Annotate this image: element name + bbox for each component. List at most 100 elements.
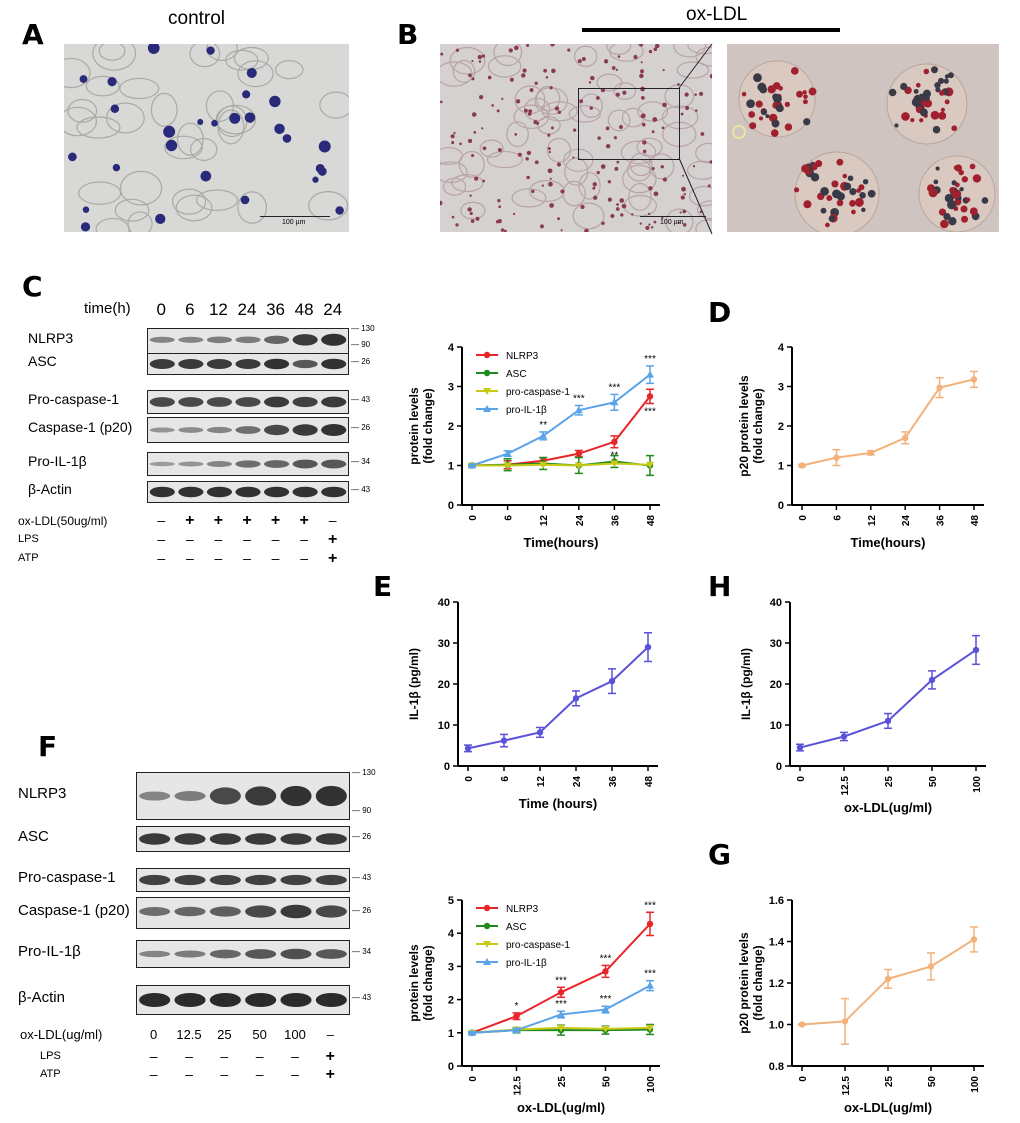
y-axis-label: p20 protein levels <box>737 932 751 1034</box>
cell <box>78 181 122 205</box>
lipid-droplet <box>607 197 612 202</box>
lipid-droplet <box>498 205 502 209</box>
panel-label-f: F <box>38 730 58 763</box>
blot-bands <box>149 486 347 498</box>
band <box>245 905 277 918</box>
lipid-droplet <box>938 111 947 120</box>
x-tick-label: 0 <box>468 515 479 521</box>
lipid-droplet <box>683 193 686 196</box>
lipid-droplet <box>922 89 931 98</box>
series-line <box>471 373 651 467</box>
lipid-droplet <box>522 68 527 73</box>
lipid-droplet <box>707 184 711 188</box>
x-tick-label: 12 <box>539 515 550 527</box>
conc-tick: 50 <box>252 1027 267 1042</box>
significance-mark: *** <box>555 975 567 986</box>
cell <box>217 109 245 145</box>
lipid-droplet <box>526 150 532 156</box>
lipid-droplet <box>526 44 530 47</box>
lipid-droplet <box>939 90 945 96</box>
data-point <box>646 981 654 989</box>
cell <box>275 60 304 80</box>
lipid-droplet <box>540 224 544 229</box>
lipid-droplet <box>915 82 921 88</box>
series-line <box>472 462 651 467</box>
treatment-mark: – <box>243 531 251 547</box>
significance-mark: *** <box>600 953 612 964</box>
cell <box>626 158 652 182</box>
cell <box>119 77 160 100</box>
x-tick-label: 48 <box>970 515 981 527</box>
legend-marker <box>483 941 491 948</box>
mw-marker: — 34 <box>352 947 372 956</box>
legend-marker <box>483 388 491 395</box>
blot-strip <box>147 481 349 503</box>
lipid-droplet <box>923 99 933 108</box>
cell <box>486 150 523 169</box>
data-point <box>575 450 582 457</box>
blot-row-label: Pro-caspase-1 <box>28 391 120 407</box>
lipid-droplet <box>478 60 482 63</box>
lipid-droplet <box>820 187 829 196</box>
lipid-droplet <box>923 95 930 102</box>
cell <box>449 46 486 75</box>
cell <box>636 137 663 157</box>
lipid-droplet <box>653 191 659 197</box>
conc-label: ox-LDL(ug/ml) <box>20 1027 103 1042</box>
lipid-droplet <box>601 221 605 226</box>
lipid-droplet <box>801 164 810 173</box>
lipid-droplet <box>944 99 950 105</box>
data-point <box>884 975 892 983</box>
x-tick-label: 6 <box>832 515 843 521</box>
lipid-droplet <box>468 73 472 78</box>
lipid-droplet <box>611 66 616 70</box>
cell-nucleus <box>282 134 292 143</box>
cell-nucleus <box>244 112 256 123</box>
lipid-droplet <box>639 44 644 47</box>
lipid-droplet <box>803 200 812 209</box>
data-point <box>972 646 980 654</box>
data-point <box>644 643 652 651</box>
data-point <box>902 434 909 442</box>
treatment-mark: – <box>149 1066 158 1082</box>
band <box>264 424 290 436</box>
lipid-droplet <box>960 205 968 213</box>
data-point <box>512 1026 521 1034</box>
x-tick-label: 6 <box>504 515 515 521</box>
blot-row-label: NLRP3 <box>28 330 74 346</box>
lipid-droplet <box>940 107 945 112</box>
lipid-droplet <box>534 81 538 85</box>
cell <box>622 164 657 194</box>
lipid-droplet <box>937 77 945 85</box>
x-tick-label: 36 <box>610 515 621 527</box>
lipid-droplet <box>550 44 555 47</box>
band <box>235 486 261 498</box>
cell <box>487 55 522 78</box>
band <box>235 460 261 468</box>
band <box>178 486 204 498</box>
data-point <box>970 936 978 943</box>
lipid-droplet <box>640 69 644 74</box>
cell <box>628 182 652 211</box>
treatment-mark: – <box>185 531 194 547</box>
lipid-droplet <box>550 126 554 130</box>
lipid-droplet <box>677 221 681 224</box>
treatment-mark: + <box>185 512 195 529</box>
blot-strip <box>136 772 350 820</box>
series-line <box>799 649 977 749</box>
time-tick: 12 <box>208 300 228 319</box>
y-tick-label: 5 <box>448 895 454 907</box>
mw-marker: — 43 <box>351 485 371 494</box>
lipid-droplet <box>650 226 654 229</box>
band <box>139 907 171 916</box>
y-tick-label: 10 <box>770 720 782 732</box>
band <box>149 461 175 467</box>
cell <box>442 177 467 196</box>
time-tick: 0 <box>156 300 167 319</box>
band <box>206 461 232 467</box>
lipid-droplet <box>616 160 620 164</box>
lipid-droplet <box>451 141 455 145</box>
cell <box>205 90 235 122</box>
lipid-droplet <box>497 218 502 224</box>
x-tick-label: 0 <box>798 1076 809 1082</box>
